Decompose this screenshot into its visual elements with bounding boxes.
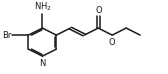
Text: NH$_2$: NH$_2$ (34, 0, 51, 13)
Text: O: O (109, 38, 116, 47)
Text: O: O (96, 6, 102, 15)
Text: Br: Br (2, 31, 12, 40)
Text: N: N (39, 59, 46, 68)
